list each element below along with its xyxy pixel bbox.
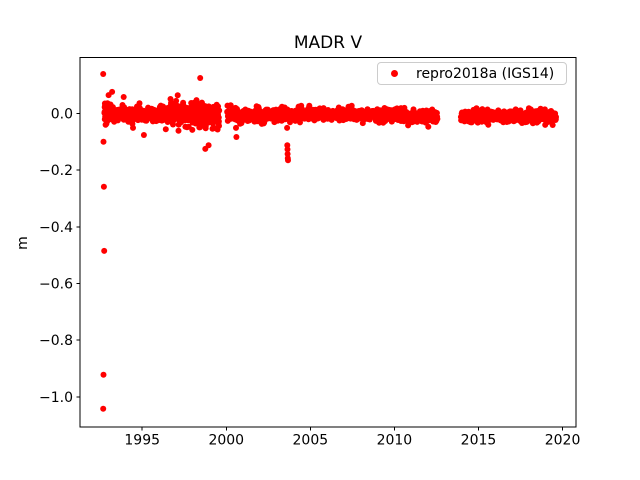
- legend-marker-dot: [391, 70, 398, 77]
- data-point: [189, 126, 196, 133]
- y-tick-label: 0.0: [51, 106, 73, 122]
- x-tick-label: 2005: [293, 433, 329, 449]
- data-point: [215, 118, 222, 125]
- data-point: [553, 114, 559, 120]
- data-point: [136, 100, 143, 107]
- data-point: [100, 405, 107, 412]
- data-point: [100, 138, 107, 145]
- x-tick-label: 2020: [545, 433, 581, 449]
- x-tick-label: 2015: [461, 433, 497, 449]
- data-point: [434, 115, 441, 122]
- y-tick-label: −1.0: [39, 390, 73, 406]
- data-point: [101, 247, 108, 254]
- data-point: [285, 157, 291, 164]
- legend-label: repro2018a (IGS14): [416, 65, 555, 82]
- data-point: [173, 97, 180, 104]
- data-point: [284, 146, 291, 153]
- plot-border: [79, 57, 577, 428]
- data-point: [193, 97, 200, 104]
- x-tick-label: 2000: [208, 433, 244, 449]
- data-point: [109, 88, 116, 95]
- data-point: [233, 124, 239, 131]
- y-tick-label: −0.8: [39, 333, 73, 349]
- y-tick-label: −0.6: [39, 276, 73, 292]
- x-tick-label: 1995: [124, 433, 160, 449]
- data-point: [120, 94, 127, 100]
- data-point: [216, 107, 223, 114]
- data-point: [140, 132, 147, 138]
- y-tick-label: −0.4: [39, 220, 73, 236]
- data-point: [130, 124, 136, 131]
- x-tick-label: 2010: [377, 433, 413, 449]
- data-point: [425, 123, 432, 130]
- y-tick-label: −0.2: [39, 163, 73, 179]
- data-point: [216, 122, 222, 129]
- data-point: [162, 126, 169, 133]
- data-point: [284, 124, 291, 131]
- data-point: [100, 183, 107, 190]
- data-point: [233, 134, 240, 140]
- data-point: [485, 121, 492, 128]
- data-point: [197, 75, 204, 81]
- data-point: [100, 71, 107, 77]
- data-point: [175, 127, 182, 134]
- data-point: [100, 371, 107, 378]
- chart-title: MADR V: [293, 33, 363, 53]
- data-point: [549, 122, 556, 128]
- data-point: [174, 92, 181, 99]
- data-point: [205, 142, 212, 149]
- legend: repro2018a (IGS14): [377, 62, 567, 85]
